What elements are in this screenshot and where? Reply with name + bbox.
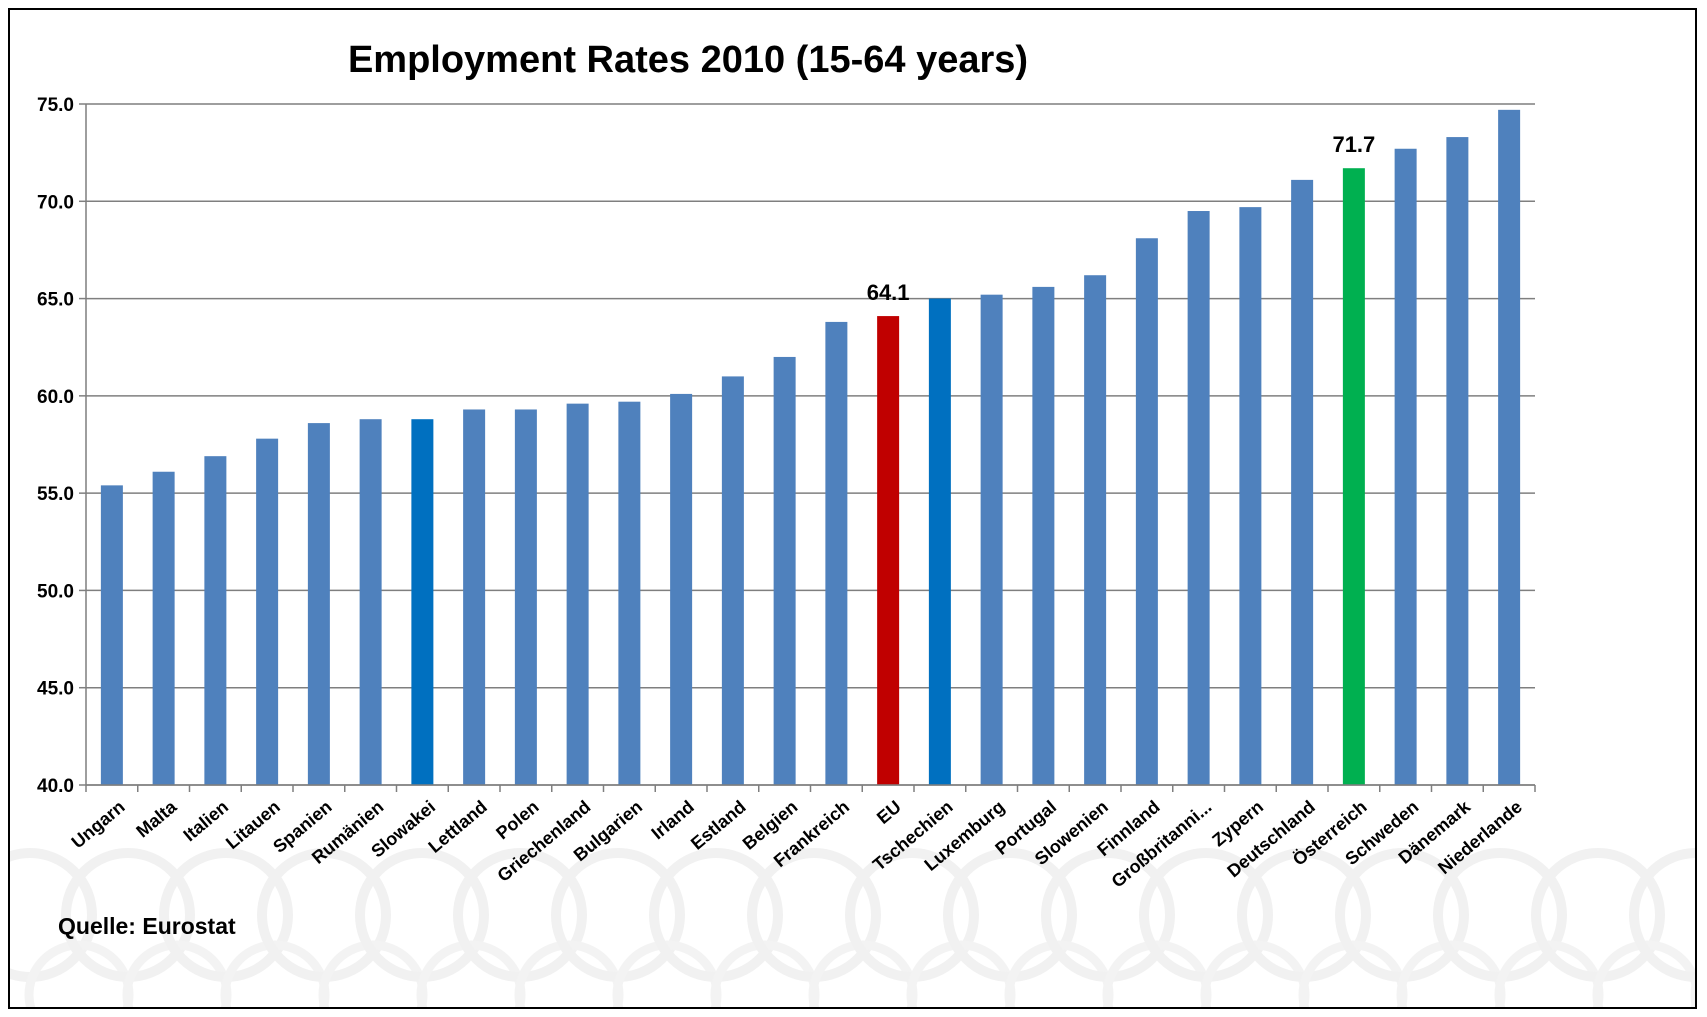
background-circle (1433, 848, 1567, 982)
bar-bulgarien (618, 401, 641, 785)
bar-slowakei (411, 419, 434, 785)
background-circle (1237, 848, 1371, 982)
background-circle (1531, 848, 1665, 982)
gridlines (86, 103, 1535, 786)
y-tick-label: 55.0 (37, 484, 74, 505)
background-circle (257, 848, 391, 982)
background-circle (845, 848, 979, 982)
bar-slowenien (1084, 275, 1107, 785)
bar-schweden (1394, 148, 1417, 785)
background-circle (1041, 848, 1175, 982)
y-tick-label: 45.0 (37, 679, 74, 700)
bar-finnland (1135, 238, 1158, 786)
background-circle (1629, 848, 1695, 982)
bar-belgien (773, 356, 796, 785)
bar-chart: Employment Rates 2010 (15-64 years) 40.0… (10, 39, 1695, 1007)
background-circle (1139, 848, 1273, 982)
x-axis: Ungarn Malta ItalienLitauenSpanienRumänien… (68, 784, 1536, 892)
bar-irland (670, 393, 693, 785)
bar-luxemburg (980, 294, 1003, 785)
bar-griechenland (566, 403, 589, 785)
bar-rumänien (359, 419, 382, 785)
y-tick-label: 50.0 (37, 581, 74, 602)
bar-spanien (307, 423, 330, 785)
y-tick-label: 70.0 (37, 192, 74, 213)
bar-litauen (256, 438, 279, 785)
x-tick-label: Malta (132, 796, 181, 842)
chart-frame: Employment Rates 2010 (15-64 years) 40.0… (8, 8, 1697, 1009)
background-circle (747, 848, 881, 982)
bars (100, 109, 1521, 786)
background-circle-pattern (10, 848, 1695, 1007)
bar-ungarn (100, 485, 123, 785)
bar-deutschland (1291, 179, 1314, 785)
bar-eu (877, 316, 900, 785)
bar-großbritanni- (1187, 211, 1210, 785)
bar-österreich (1342, 168, 1365, 786)
background-circle (355, 848, 489, 982)
y-axis: 40.0 45.0 50.0 55.0 60.0 65.0 70.0 75.0 (37, 95, 87, 797)
bar-malta (152, 471, 175, 785)
bar-tschechien (928, 298, 951, 785)
data-labels: 64.1 71.7 (867, 132, 1376, 305)
background-circle (649, 848, 783, 982)
y-tick-label: 75.0 (37, 95, 74, 116)
chart-title: Employment Rates 2010 (15-64 years) (348, 39, 1028, 81)
bar-portugal (1032, 286, 1055, 785)
bar-polen (514, 409, 537, 785)
bar-niederlande (1498, 109, 1521, 785)
source-note: Quelle: Eurostat (58, 913, 236, 939)
bar-italien (204, 456, 227, 785)
background-circle (943, 848, 1077, 982)
y-tick-label: 65.0 (37, 290, 74, 311)
bar-dänemark (1446, 137, 1469, 785)
bar-zypern (1239, 207, 1262, 785)
background-circle (551, 848, 685, 982)
x-tick-label: EU (873, 797, 905, 828)
x-tick-label: Estland (687, 797, 750, 854)
bar-lettland (463, 409, 486, 785)
bar-frankreich (825, 321, 848, 785)
data-label: 64.1 (867, 280, 910, 305)
y-tick-label: 40.0 (37, 776, 74, 797)
data-label: 71.7 (1332, 132, 1375, 157)
x-tick-label: Ungarn (68, 797, 129, 853)
y-tick-label: 60.0 (37, 387, 74, 408)
bar-estland (721, 376, 744, 785)
x-tick-label: Lettland (424, 797, 490, 857)
